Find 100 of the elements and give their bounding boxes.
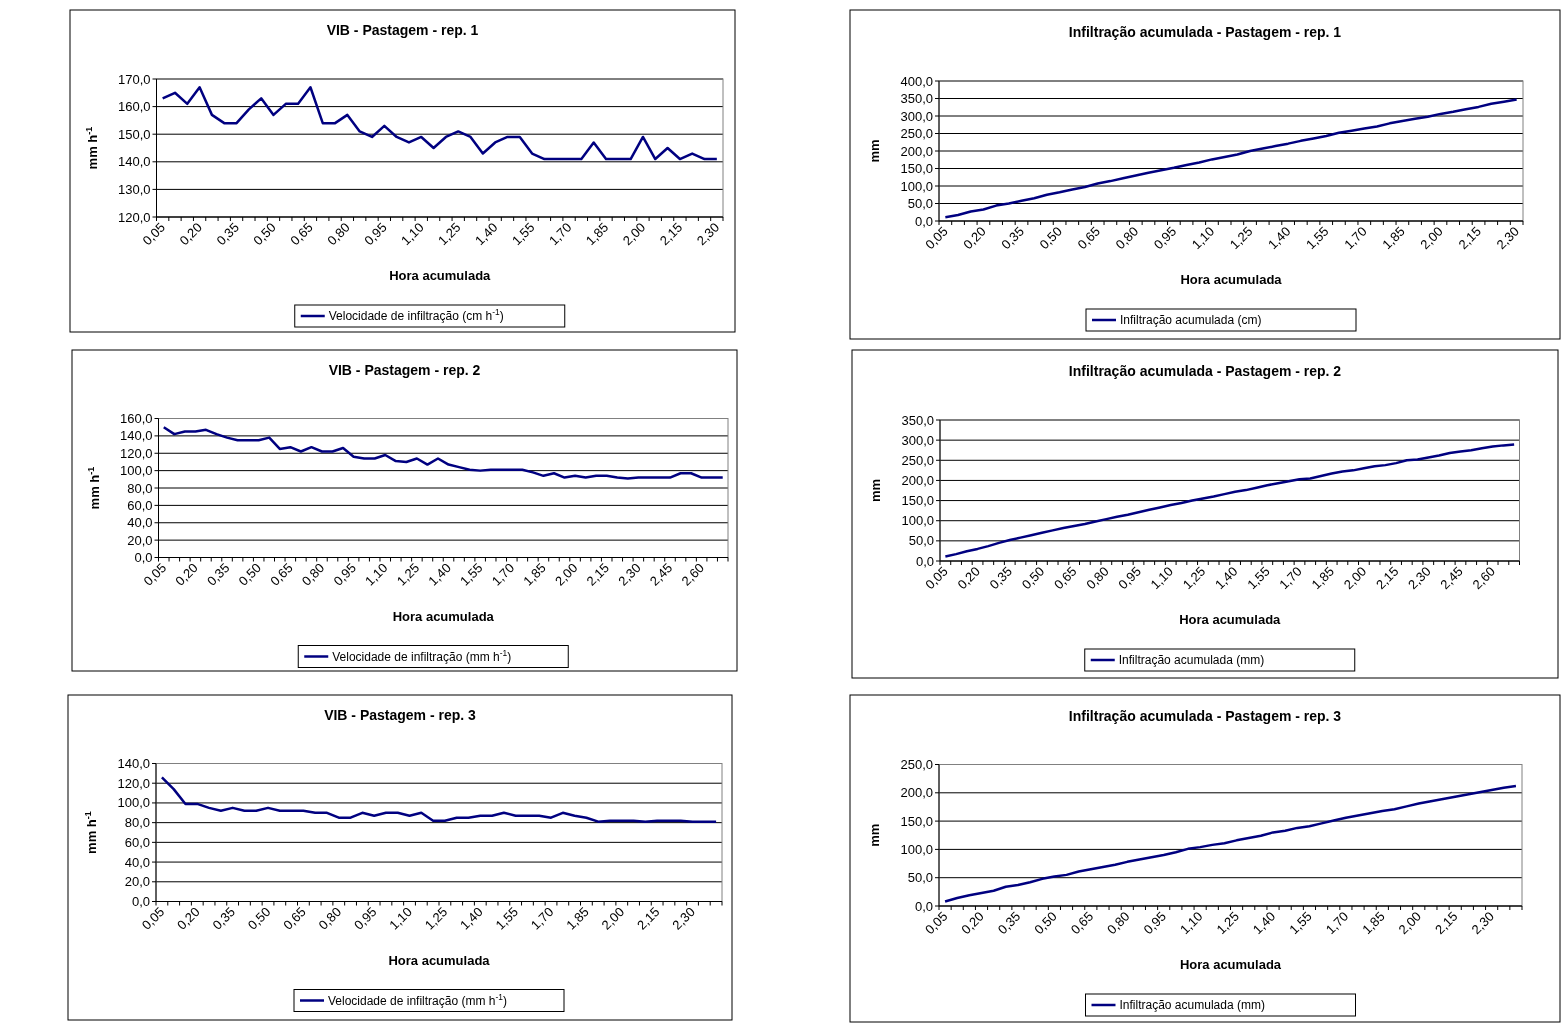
y-tick-label: 200,0 [900,143,933,159]
y-axis-title: mm [867,823,882,847]
x-tick-label: 0,80 [1083,563,1112,593]
y-tick-label: 150,0 [900,161,933,177]
x-tick-label: 1,40 [457,904,486,933]
line-series [160,776,718,823]
x-tick-label: 0,35 [994,908,1024,938]
chart-title: VIB - Pastagem - rep. 2 [328,361,481,378]
x-tick-label: 0,20 [176,219,205,249]
line-series [161,86,719,161]
y-tick-label: 150,0 [117,126,151,142]
legend-label: Infiltração acumulada (cm) [1120,313,1262,328]
y-tick-label: 50,0 [907,196,933,212]
y-tick-label: 40,0 [127,515,153,531]
y-tick-label: 400,0 [900,73,933,89]
legend-label: Infiltração acumulada (mm) [1119,998,1265,1013]
x-axis-title: Hora acumulada [389,268,492,283]
y-tick-label: 100,0 [901,513,934,529]
x-tick-label: 1,25 [1179,563,1209,593]
x-tick-label: 0,20 [960,223,989,253]
y-tick-label: 20,0 [127,532,153,548]
x-tick-label: 0,80 [1112,223,1142,253]
y-tick-label: 0,0 [134,550,153,566]
y-tick-label: 200,0 [900,785,933,801]
line-series [944,443,1516,558]
y-tick-label: 300,0 [900,108,933,124]
chart-title: Infiltração acumulada - Pastagem - rep. 3 [1068,707,1342,724]
x-axis-title: Hora acumulada [388,952,491,968]
x-tick-label: 0,95 [1150,223,1180,253]
y-tick-label: 60,0 [127,497,153,513]
x-tick-label: 1,40 [1264,223,1294,253]
y-tick-label: 160,0 [117,99,151,115]
y-tick-label: 100,0 [119,463,153,479]
y-tick-label: 80,0 [124,815,150,831]
y-tick-label: 100,0 [900,841,933,857]
x-tick-label: 0,65 [267,560,296,589]
x-tick-label: 0,50 [1031,908,1060,938]
y-tick-label: 200,0 [901,472,934,488]
x-tick-label: 1,70 [1276,563,1305,593]
x-tick-label: 0,50 [235,560,265,589]
y-tick-label: 170,0 [117,71,151,87]
x-axis-title: Hora acumulada [1179,957,1282,972]
x-tick-label: 2,00 [598,904,628,933]
y-tick-label: 160,0 [119,411,153,427]
x-tick-label: 2,60 [678,560,707,589]
chart-title: VIB - Pastagem - rep. 3 [324,706,477,723]
y-tick-label: 0,0 [131,894,150,910]
y-tick-label: 140,0 [117,756,150,772]
x-tick-label: 1,70 [488,560,518,589]
y-tick-label: 0,0 [915,553,934,569]
y-tick-label: 50,0 [908,533,934,549]
x-tick-label: 1,10 [362,560,391,589]
chart-title: Infiltração acumulada - Pastagem - rep. 1 [1068,24,1342,40]
y-tick-label: 40,0 [124,854,150,870]
y-tick-label: 60,0 [124,834,150,850]
y-tick-label: 350,0 [900,91,933,107]
x-axis-title: Hora acumulada [392,608,495,624]
y-tick-label: 20,0 [124,874,150,890]
x-axis-title: Hora acumulada [1180,272,1283,287]
y-tick-label: 0,0 [914,213,933,229]
legend-label: Velocidade de infiltração (cm h$^{-1}$) [328,307,504,324]
y-tick-label: 80,0 [127,480,153,496]
x-tick-label: 0,95 [350,904,380,933]
y-tick-label: 150,0 [901,493,934,509]
x-tick-label: 1,70 [1341,223,1370,253]
x-tick-label: 2,00 [551,560,581,589]
y-tick-label: 350,0 [901,412,934,428]
legend-label: Velocidade de infiltração (mm h$^{-1}$) [332,647,512,664]
x-tick-label: 1,10 [1147,563,1177,593]
line-series [162,425,724,480]
y-tick-label: 150,0 [900,813,933,829]
x-tick-label: 1,70 [1322,908,1352,938]
x-tick-label: 0,95 [330,560,359,589]
x-tick-label: 0,50 [1018,563,1048,593]
y-tick-label: 50,0 [907,870,933,886]
y-tick-label: 100,0 [900,178,933,194]
y-tick-label: 140,0 [119,428,153,444]
x-tick-label: 2,30 [615,560,644,589]
y-tick-label: 120,0 [117,209,151,225]
x-tick-label: 1,40 [1211,563,1241,593]
x-tick-label: 0,35 [203,560,233,589]
x-tick-label: 1,10 [1188,223,1218,253]
x-tick-label: 0,20 [174,904,203,933]
y-tick-label: 250,0 [900,757,933,773]
y-tick-label: 250,0 [900,126,933,142]
x-tick-label: 0,50 [250,219,279,249]
legend-label: Velocidade de infiltração (mm h$^{-1}$) [328,991,507,1008]
x-axis-title: Hora acumulada [1179,612,1282,627]
x-tick-label: 0,20 [954,563,983,593]
x-tick-label: 0,35 [209,904,238,933]
x-tick-label: 1,70 [545,219,575,249]
chart-title: Infiltração acumulada - Pastagem - rep. 2 [1068,363,1342,379]
y-tick-label: 120,0 [117,775,150,791]
y-tick-label: 120,0 [119,445,153,461]
x-tick-label: 0,20 [958,908,987,938]
y-axis-title: mm [868,478,883,503]
x-tick-label: 1,10 [386,904,415,933]
line-series [944,98,1518,219]
y-tick-label: 140,0 [117,154,151,170]
x-tick-label: 0,50 [244,904,274,933]
